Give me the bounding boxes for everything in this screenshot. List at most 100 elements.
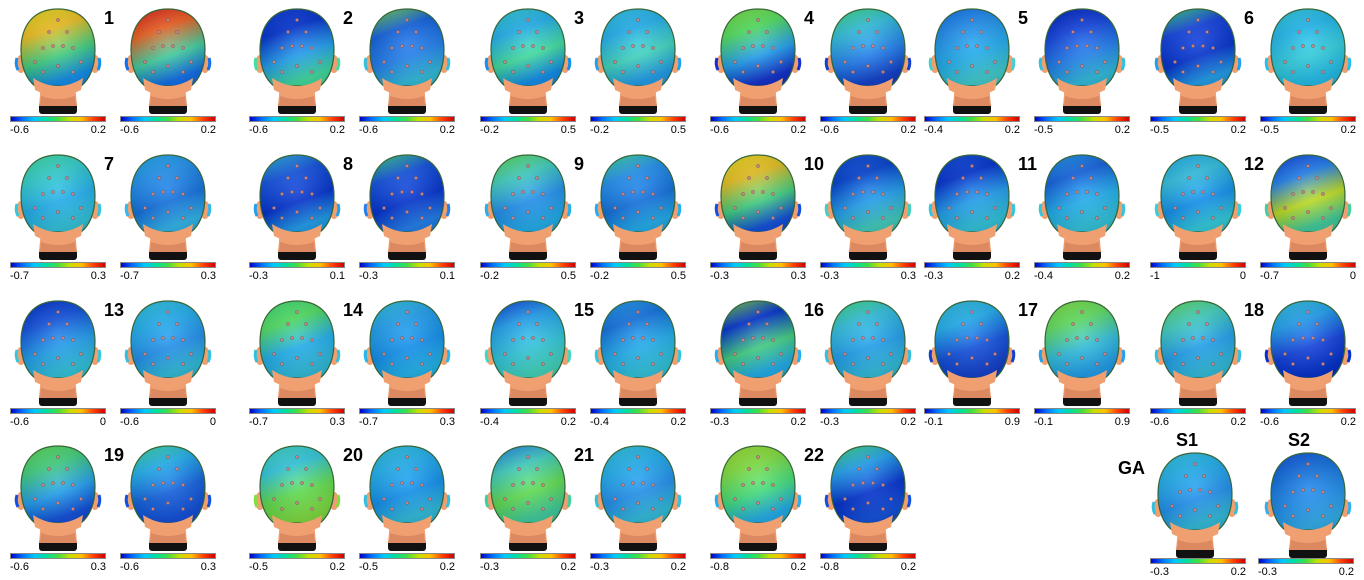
colorbar-max-label: 0 — [209, 416, 216, 428]
head-map-19-s1 — [13, 443, 103, 557]
colorbar-ga-s2: -0.3 0.2 — [1258, 558, 1354, 580]
colorbar-12-s1: -1 0 — [1150, 262, 1246, 284]
panel-number: 14 — [343, 300, 364, 320]
colorbar-max-label: 0.5 — [560, 124, 576, 136]
colorbar-min-label: -0.3 — [820, 416, 839, 428]
colorbar-max-label: 0.2 — [1340, 124, 1356, 136]
colorbar-gradient — [249, 408, 345, 414]
panel-number: 20 — [343, 445, 364, 465]
colorbar-min-label: -0.6 — [120, 124, 139, 136]
colorbar-max-label: 0.3 — [900, 270, 916, 282]
colorbar-gradient — [10, 262, 106, 268]
colorbar-gradient — [1150, 262, 1246, 268]
colorbar-min-label: -0.2 — [590, 124, 609, 136]
colorbar-3-s1: -0.2 0.5 — [480, 116, 576, 138]
colorbar-max-label: 0 — [1349, 270, 1356, 282]
head-map-16-s2 — [823, 298, 913, 412]
colorbar-min-label: -0.6 — [249, 124, 268, 136]
colorbar-22-s1: -0.8 0.2 — [710, 553, 806, 575]
colorbar-21-s2: -0.3 0.2 — [590, 553, 686, 575]
head-map-12-s2 — [1263, 152, 1353, 266]
head-map-ga-s2 — [1263, 450, 1353, 564]
panel-number: 12 — [1244, 154, 1265, 174]
colorbar-13-s2: -0.6 0 — [120, 408, 216, 430]
colorbar-min-label: -0.2 — [590, 270, 609, 282]
colorbar-min-label: -0.7 — [1260, 270, 1279, 282]
colorbar-min-label: -0.6 — [1260, 416, 1279, 428]
colorbar-max-label: 0.3 — [200, 270, 216, 282]
head-map-8-s2 — [362, 152, 452, 266]
colorbar-max-label: 0.2 — [1230, 124, 1246, 136]
colorbar-min-label: -0.5 — [1034, 124, 1053, 136]
panel-number: 4 — [804, 8, 815, 28]
colorbar-min-label: -0.3 — [820, 270, 839, 282]
colorbar-min-label: -0.7 — [249, 416, 268, 428]
colorbar-gradient — [10, 408, 106, 414]
colorbar-max-label: 0.3 — [200, 561, 216, 573]
head-map-6-s1 — [1153, 6, 1243, 120]
colorbar-gradient — [1258, 558, 1354, 564]
colorbar-gradient — [10, 553, 106, 559]
colorbar-7-s1: -0.7 0.3 — [10, 262, 106, 284]
panel-number: 22 — [804, 445, 825, 465]
head-map-6-s2 — [1263, 6, 1353, 120]
head-map-21-s2 — [593, 443, 683, 557]
head-map-10-s2 — [823, 152, 913, 266]
colorbar-2-s1: -0.6 0.2 — [249, 116, 345, 138]
colorbar-gradient — [710, 262, 806, 268]
head-map-3-s1 — [483, 6, 573, 120]
panel-number: 13 — [104, 300, 125, 320]
colorbar-min-label: -0.2 — [480, 270, 499, 282]
colorbar-7-s2: -0.7 0.3 — [120, 262, 216, 284]
colorbar-gradient — [1034, 116, 1130, 122]
colorbar-min-label: -0.4 — [924, 124, 943, 136]
head-map-19-s2 — [123, 443, 213, 557]
colorbar-min-label: -0.6 — [120, 561, 139, 573]
colorbar-gradient — [1034, 408, 1130, 414]
colorbar-5-s1: -0.4 0.2 — [924, 116, 1020, 138]
colorbar-min-label: -0.3 — [1150, 566, 1169, 578]
colorbar-gradient — [590, 408, 686, 414]
colorbar-min-label: -0.4 — [1034, 270, 1053, 282]
head-map-10-s1 — [713, 152, 803, 266]
colorbar-18-s2: -0.6 0.2 — [1260, 408, 1356, 430]
colorbar-min-label: -0.8 — [820, 561, 839, 573]
colorbar-min-label: -0.5 — [249, 561, 268, 573]
colorbar-max-label: 0.9 — [1004, 416, 1020, 428]
colorbar-max-label: 0.2 — [790, 416, 806, 428]
s1-label: S1 — [1176, 430, 1199, 450]
colorbar-17-s1: -0.1 0.9 — [924, 408, 1020, 430]
head-map-12-s1 — [1153, 152, 1243, 266]
colorbar-min-label: -0.6 — [10, 124, 29, 136]
colorbar-1-s1: -0.6 0.2 — [10, 116, 106, 138]
colorbar-min-label: -1 — [1150, 270, 1160, 282]
colorbar-gradient — [820, 116, 916, 122]
colorbar-max-label: 0.3 — [90, 270, 106, 282]
colorbar-14-s2: -0.7 0.3 — [359, 408, 455, 430]
colorbar-max-label: 0.2 — [900, 416, 916, 428]
colorbar-max-label: 0.2 — [560, 561, 576, 573]
colorbar-10-s1: -0.3 0.3 — [710, 262, 806, 284]
colorbar-gradient — [249, 553, 345, 559]
head-map-15-s2 — [593, 298, 683, 412]
head-map-1-s1 — [13, 6, 103, 120]
colorbar-min-label: -0.3 — [359, 270, 378, 282]
head-map-2-s1 — [252, 6, 342, 120]
colorbar-15-s1: -0.4 0.2 — [480, 408, 576, 430]
colorbar-gradient — [249, 116, 345, 122]
colorbar-max-label: 0.2 — [1114, 270, 1130, 282]
colorbar-max-label: 0.2 — [1340, 416, 1356, 428]
colorbar-gradient — [710, 116, 806, 122]
colorbar-min-label: -0.7 — [120, 270, 139, 282]
head-map-8-s1 — [252, 152, 342, 266]
head-map-5-s2 — [1037, 6, 1127, 120]
colorbar-max-label: 0.2 — [670, 561, 686, 573]
panel-number: 21 — [574, 445, 595, 465]
colorbar-19-s1: -0.6 0.3 — [10, 553, 106, 575]
colorbar-gradient — [710, 553, 806, 559]
head-map-1-s2 — [123, 6, 213, 120]
colorbar-ga-s1: -0.3 0.2 — [1150, 558, 1246, 580]
colorbar-gradient — [359, 408, 455, 414]
colorbar-min-label: -0.5 — [359, 561, 378, 573]
